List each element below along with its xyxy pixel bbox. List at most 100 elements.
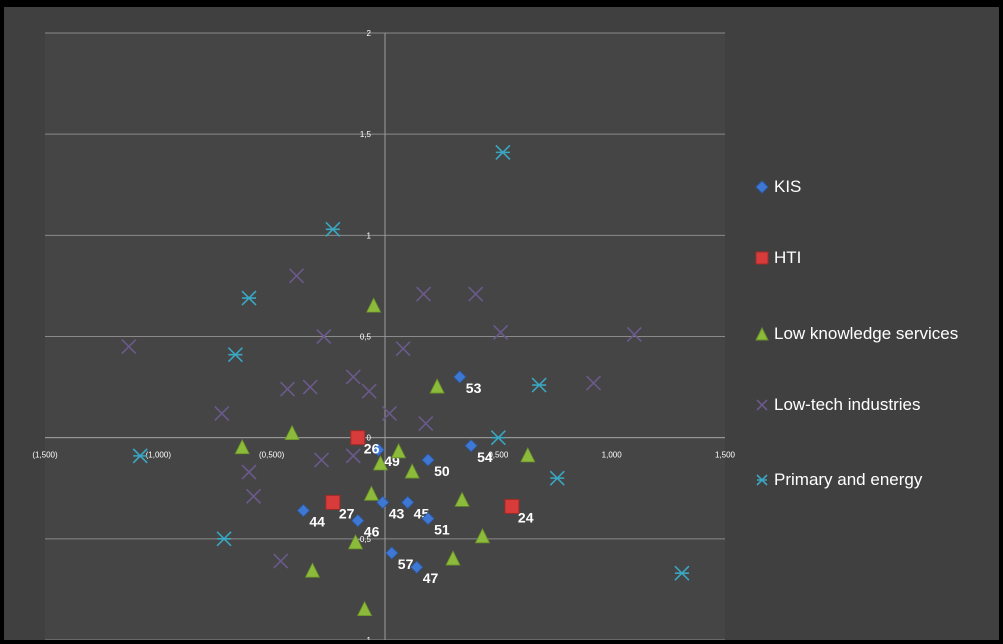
data-point [626,326,642,343]
data-label: 51 [434,522,450,538]
data-label: 47 [423,570,439,586]
data-point [454,491,470,507]
chart-frame: 2 1,5 1 0,5 0 -0,5 -1 (1,500) (1,000) (0,500) 0,50… [4,7,999,640]
y-tick-label: 1,5 [360,130,372,139]
data-label: 53 [466,380,482,396]
data-point [366,297,382,313]
data-point [273,553,289,569]
x-tick-label: 1,500 [715,451,736,460]
y-tick-label: -1 [364,636,372,640]
legend-label: Low-tech industries [774,395,921,414]
x-tick-label: (0,500) [259,451,285,460]
diamond-icon [754,179,770,195]
data-point [415,286,432,302]
data-point [313,452,330,468]
data-point [363,485,380,501]
data-point [325,494,341,510]
data-point [241,290,257,306]
data-point [404,463,420,479]
data-point [504,498,520,514]
y-tick-label: 2 [367,29,372,38]
data-point [227,347,243,363]
x-icon [754,397,770,413]
data-point [390,442,407,459]
data-point [421,453,435,467]
data-point [302,379,318,395]
data-point [325,221,341,237]
data-point [304,562,321,578]
legend-label: Primary and energy [774,470,923,489]
data-point [421,512,435,526]
data-point [468,286,484,302]
data-point [121,339,137,355]
data-point [674,565,690,581]
data-label: 57 [398,556,414,572]
y-tick-label: 0,5 [360,333,372,342]
data-point [284,424,300,441]
data-label: 26 [364,441,380,457]
data-point [216,531,232,547]
data-point [474,527,491,544]
data-label: 50 [434,463,450,479]
asterisk-icon [754,472,770,488]
legend-item-low-tech: Low-tech industries [754,390,920,420]
data-point [531,377,547,393]
x-tick-label: (1,500) [32,451,58,460]
data-point [385,546,399,560]
data-point [395,341,411,357]
data-point [453,370,467,384]
legend-item-low-knowledge: Low knowledge services [754,319,958,349]
data-point [279,381,296,397]
scatter-chart: 2 1,5 1 0,5 0 -0,5 -1 (1,500) (1,000) (0,500) 0,50… [32,29,736,640]
data-point [361,383,377,399]
x-tick-label: 1,000 [602,451,623,460]
data-point [585,375,602,391]
data-point [418,415,434,432]
data-point [356,600,373,617]
data-point [296,503,310,518]
legend-item-primary: Primary and energy [754,465,922,495]
data-point [289,268,305,284]
data-point [445,550,461,566]
data-point [549,470,565,486]
legend-item-hti: HTI [754,243,801,273]
data-label: 43 [389,505,405,521]
x-tick-label: 0,500 [488,451,509,460]
data-point [347,533,364,550]
legend-item-kis: KIS [754,172,801,202]
data-point [490,430,506,446]
data-point [495,144,511,160]
data-point [493,324,509,341]
data-point [410,560,424,574]
data-point [234,438,250,455]
data-label: 24 [518,509,534,525]
data-point [345,369,361,385]
data-point [401,495,415,509]
data-point [245,488,262,504]
data-point [316,328,332,345]
data-point [381,405,398,421]
data-point [376,495,390,509]
data-label: 44 [309,514,325,530]
data-point [241,464,257,480]
data-point [132,448,148,464]
data-point [350,430,366,446]
data-point [372,455,389,471]
data-label: 46 [364,524,380,540]
y-tick-label: -0,5 [357,535,371,544]
legend-label: Low knowledge services [774,324,959,343]
data-point [520,446,536,463]
data-point [351,514,365,528]
legend-label: HTI [774,248,802,267]
x-tick-label: (1,000) [146,451,172,460]
data-point [345,448,361,464]
data-point [464,439,478,453]
data-point [371,443,385,457]
square-icon [754,250,770,266]
data-label: 54 [477,449,493,465]
data-label: 27 [339,505,355,521]
legend-label: KIS [774,177,802,196]
y-tick-label: 0 [367,434,372,443]
triangle-icon [754,326,770,342]
y-tick-label: 1 [367,231,372,240]
